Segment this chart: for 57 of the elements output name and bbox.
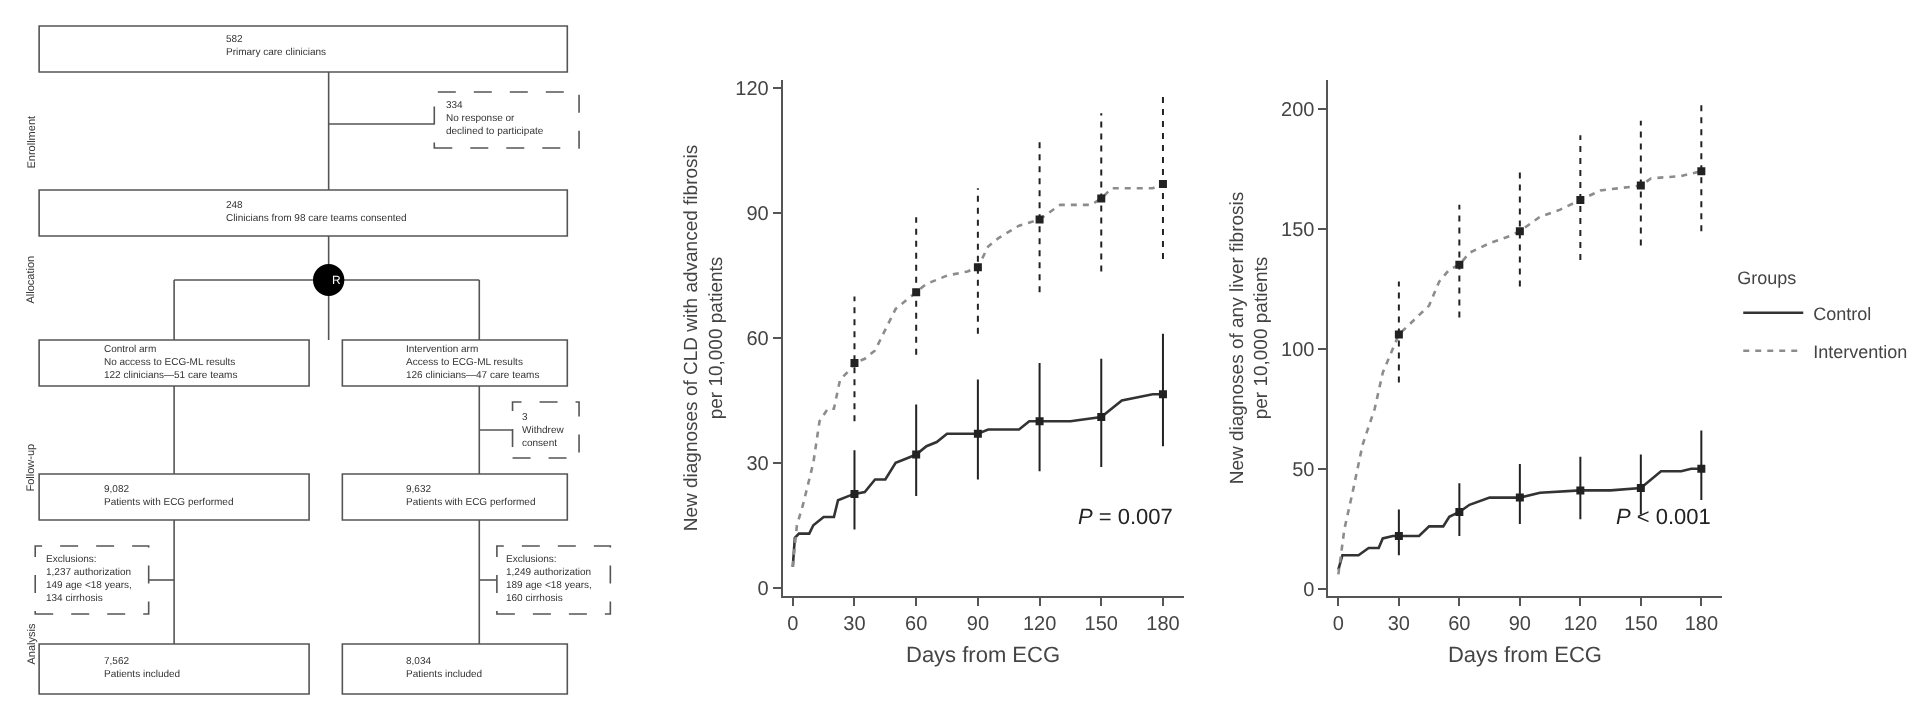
x-tick-label: 180	[1146, 613, 1181, 636]
x-tick-label: 60	[905, 613, 929, 636]
x-tick-label: 150	[1624, 613, 1659, 636]
x-tick-label: 90	[966, 613, 990, 636]
point	[1515, 493, 1524, 502]
point	[1455, 260, 1464, 269]
x-axis-title: Days from ECG	[1447, 644, 1602, 669]
point	[1636, 181, 1645, 190]
point	[1035, 215, 1044, 224]
point	[850, 490, 859, 499]
y-tick-label: 0	[1303, 579, 1316, 602]
y-tick-label: 90	[746, 204, 770, 227]
point	[1576, 196, 1585, 204]
point	[912, 288, 921, 297]
x-tick-label: 180	[1684, 613, 1719, 636]
legend-label: Control	[1813, 303, 1872, 324]
legend-title: Groups	[1737, 267, 1798, 288]
x-tick-label: 120	[1022, 613, 1058, 636]
point	[1394, 330, 1403, 339]
legend-label: Intervention	[1813, 341, 1908, 362]
point	[1394, 532, 1403, 540]
point	[1097, 413, 1106, 422]
point	[1158, 390, 1167, 399]
point	[912, 450, 921, 459]
annotation: P = 0.007	[1078, 506, 1173, 530]
point	[1097, 194, 1106, 203]
x-tick-label: 90	[1508, 613, 1532, 636]
y-tick-label: 0	[757, 578, 770, 601]
x-tick-label: 30	[1387, 613, 1411, 636]
annotation: P < 0.001	[1616, 506, 1711, 530]
point	[1697, 464, 1706, 473]
y-tick-label: 200	[1281, 99, 1316, 122]
y-tick-label: 60	[746, 329, 770, 351]
point	[973, 429, 982, 438]
point	[1636, 484, 1645, 492]
x-tick-label: 30	[843, 613, 867, 636]
point	[973, 263, 982, 272]
point	[1035, 417, 1044, 426]
y-tick-label: 150	[1281, 219, 1316, 242]
y-tick-label: 30	[746, 453, 770, 476]
x-tick-label: 120	[1563, 613, 1598, 636]
y-axis-title: New diagnoses of any liver fibrosis per 10,000 patients	[1226, 191, 1274, 485]
x-tick-label: 0	[1332, 613, 1345, 636]
x-tick-label: 0	[787, 613, 800, 636]
point	[1158, 180, 1167, 189]
y-axis-title: New diagnoses of CLD with advanced fibrosis per 10,000 patients	[680, 144, 728, 532]
y-tick-label: 120	[735, 79, 770, 102]
x-tick-label: 60	[1448, 613, 1472, 636]
y-tick-label: 100	[1281, 339, 1316, 362]
point	[1697, 167, 1706, 176]
point	[1515, 227, 1524, 236]
point	[1455, 508, 1464, 516]
x-axis-title: Days from ECG	[906, 644, 1061, 669]
x-tick-label: 150	[1084, 613, 1119, 636]
point	[1576, 486, 1585, 495]
point	[850, 358, 859, 367]
y-tick-label: 50	[1292, 459, 1316, 482]
